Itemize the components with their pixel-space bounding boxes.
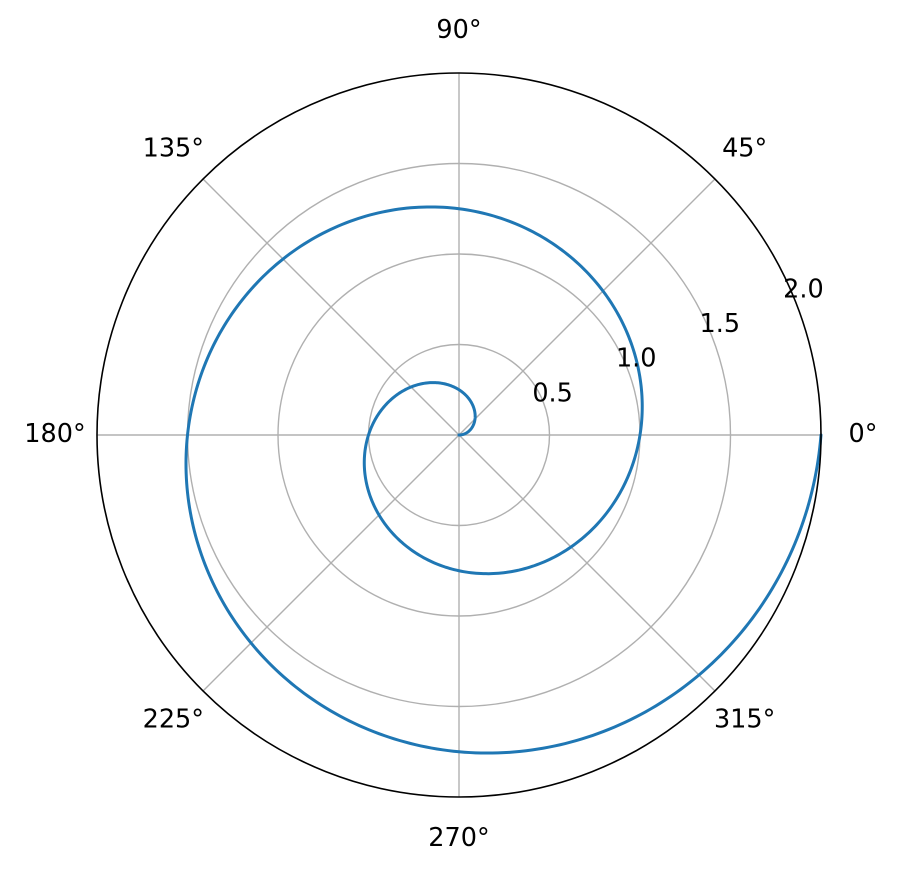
r-tick-labels: 0.5 1.0 1.5 2.0 (532, 274, 823, 408)
r-tick-label-0.5: 0.5 (532, 378, 573, 408)
theta-tick-label-270: 270° (428, 823, 489, 853)
theta-tick-label-180: 180° (24, 419, 85, 449)
polar-outer-spine (96, 72, 822, 798)
theta-tick-label-90: 90° (436, 15, 481, 45)
r-tick-label-1.5: 1.5 (700, 309, 741, 339)
theta-tick-label-225: 225° (143, 705, 204, 735)
r-tick-label-1.0: 1.0 (616, 344, 657, 374)
grid-spoke-135deg (202, 178, 460, 436)
spiral-data-line (184, 205, 823, 755)
grid-spoke-45deg (458, 178, 716, 436)
theta-tick-label-45: 45° (722, 133, 767, 163)
theta-tick-labels: 0° 45° 90° 135° 180° 225° 270° 315° (24, 15, 877, 853)
theta-tick-label-135: 135° (143, 133, 204, 163)
theta-tick-label-315: 315° (714, 705, 775, 735)
r-tick-label-2.0: 2.0 (783, 274, 824, 304)
grid-spoke-225deg (202, 434, 460, 692)
grid-spoke-315deg (458, 434, 716, 692)
theta-tick-label-0: 0° (849, 419, 878, 449)
